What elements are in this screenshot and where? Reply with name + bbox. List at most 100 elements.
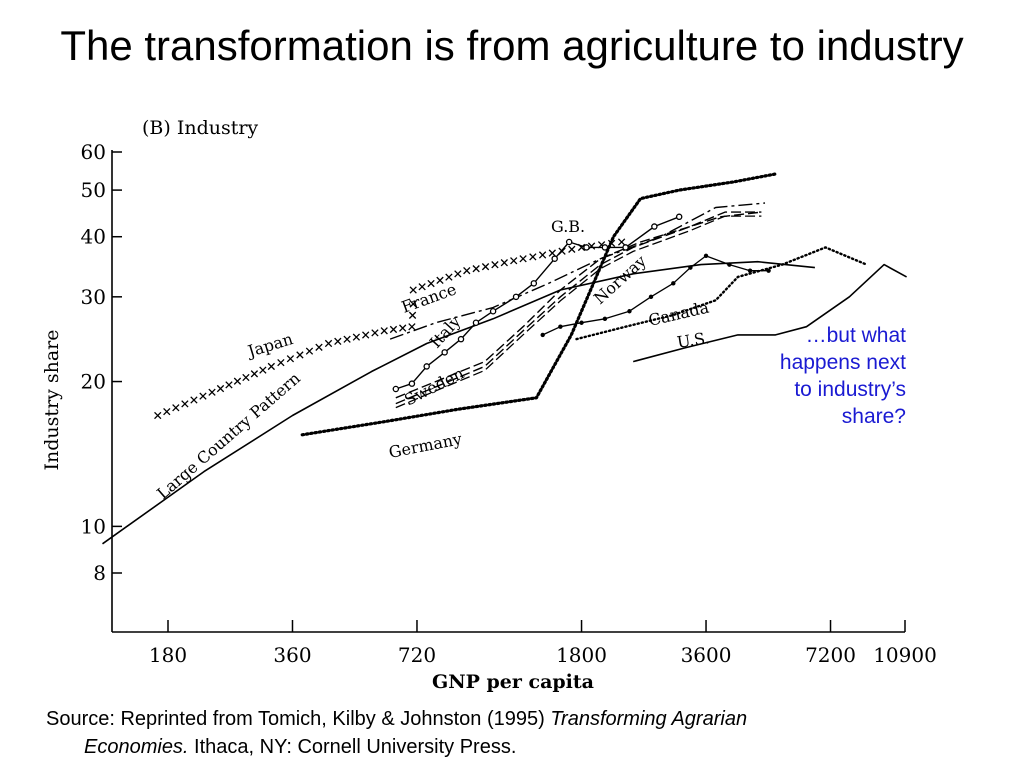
source-book-title-part2: Economies. (84, 736, 189, 758)
data-point (512, 293, 520, 301)
series-u-s (632, 263, 907, 363)
series-label-sweden: Sweden (401, 364, 467, 410)
data-point (441, 349, 448, 356)
data-point (408, 380, 416, 387)
series-italy (395, 211, 762, 399)
data-point (519, 255, 527, 263)
data-point (389, 325, 398, 334)
data-point (277, 358, 285, 367)
data-point (648, 294, 654, 300)
series-label-canada: Canada (647, 297, 712, 329)
series-line (395, 211, 762, 399)
data-point (489, 307, 497, 315)
x-tick-label: 1800 (556, 643, 607, 667)
panel-label: (B) Industry (142, 117, 258, 139)
data-point (671, 281, 676, 286)
data-point (568, 245, 576, 253)
x-tick-label: 7200 (805, 643, 856, 667)
callout-question: …but what happens next to industry’s sha… (779, 324, 906, 428)
data-point (267, 362, 275, 371)
data-point (296, 351, 304, 359)
x-tick-label: 180 (149, 643, 187, 667)
data-point (259, 366, 267, 374)
data-point (472, 265, 480, 273)
data-point (445, 273, 453, 281)
data-point (163, 407, 171, 416)
y-tick-label: 60 (81, 140, 106, 164)
data-point (703, 253, 709, 259)
data-point (529, 253, 537, 261)
data-point (362, 331, 370, 339)
series-line (542, 255, 769, 336)
data-point (190, 396, 198, 404)
series-canada (575, 246, 868, 341)
series-line (632, 263, 907, 363)
data-point (427, 279, 435, 288)
data-point (172, 404, 180, 412)
data-point (579, 320, 584, 325)
series-label-u-s: U.S. (676, 328, 711, 352)
data-point (418, 283, 426, 291)
data-point (617, 238, 626, 246)
source-book-title-part1: Transforming Agrarian (550, 708, 748, 730)
data-point (548, 249, 556, 257)
data-point (491, 261, 499, 269)
series-line (395, 211, 762, 405)
series-sweden (395, 211, 762, 409)
data-point (208, 388, 216, 396)
data-point (409, 300, 417, 308)
y-tick-label: 40 (81, 225, 106, 249)
x-axis-ticks: 180 360 720 1800 3600 7200 10900 (149, 620, 937, 667)
source-publisher: Ithaca, NY: Cornell University Press. (188, 736, 517, 758)
data-point (688, 265, 693, 270)
series-norway (540, 253, 771, 338)
data-point (352, 333, 361, 341)
y-tick-label: 10 (81, 514, 106, 538)
data-point (565, 238, 573, 246)
data-point (747, 268, 753, 273)
x-axis-label: GNP per capita (432, 671, 594, 693)
data-point (399, 324, 407, 332)
series-line (575, 246, 868, 341)
series-france (389, 202, 766, 340)
data-point (500, 259, 508, 267)
series-line (389, 202, 766, 340)
data-point (583, 244, 590, 251)
series-label-germany: Germany (387, 429, 463, 462)
data-point (343, 335, 351, 343)
y-tick-label: 8 (93, 561, 106, 585)
series-label-norway: Norway (590, 251, 650, 308)
y-tick-label: 20 (81, 370, 106, 394)
data-point (250, 370, 259, 378)
series-large-country-pattern (102, 260, 815, 545)
data-point (675, 213, 683, 221)
slide-title: The transformation is from agriculture t… (60, 22, 964, 69)
data-point (602, 316, 608, 322)
data-point (392, 385, 400, 393)
data-point (286, 355, 295, 363)
data-point (551, 255, 558, 262)
series-line (395, 216, 680, 390)
y-axis-label: Industry share (41, 329, 63, 470)
data-point (305, 347, 314, 355)
data-point (233, 377, 242, 385)
x-tick-label: 720 (398, 643, 436, 667)
data-point (181, 400, 189, 408)
data-point (315, 343, 323, 351)
source-prefix: Source: Reprinted from Tomich, Kilby & J… (46, 708, 551, 730)
data-point (225, 381, 233, 389)
data-point (463, 267, 471, 275)
data-point (472, 319, 480, 326)
x-tick-label: 10900 (873, 643, 937, 667)
y-tick-label: 30 (81, 285, 106, 309)
data-point (199, 392, 207, 400)
data-point (436, 276, 444, 284)
series-line (102, 260, 815, 545)
y-tick-label: 50 (81, 178, 106, 202)
data-point (154, 411, 162, 420)
data-point (558, 324, 563, 329)
data-point (324, 339, 333, 348)
data-point (481, 263, 490, 271)
series-line (395, 215, 762, 409)
